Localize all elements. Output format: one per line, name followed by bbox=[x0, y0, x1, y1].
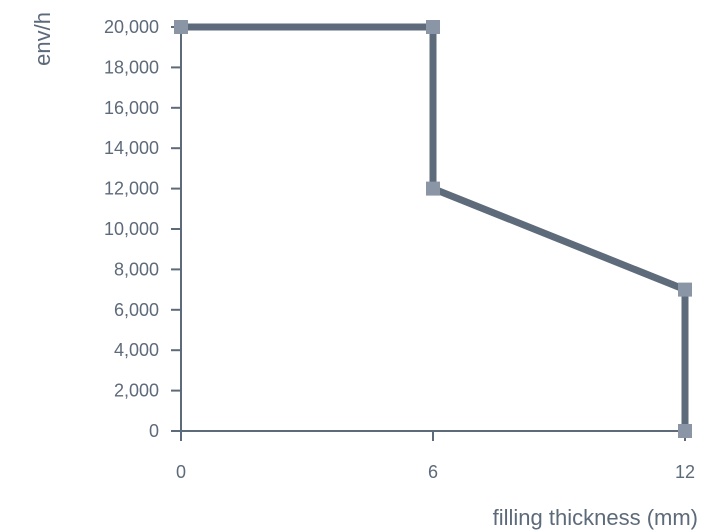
data-point-marker bbox=[174, 20, 188, 34]
x-axis-title: filling thickness (mm) bbox=[493, 505, 698, 530]
x-axis: 0 6 12 bbox=[176, 430, 695, 482]
y-tick-label: 2,000 bbox=[114, 381, 159, 401]
y-tick-label: 16,000 bbox=[104, 98, 159, 118]
x-tick-label: 12 bbox=[675, 462, 695, 482]
series-group bbox=[174, 20, 692, 438]
y-axis-title: env/h bbox=[30, 12, 55, 66]
data-point-marker bbox=[426, 181, 440, 196]
y-tick-label: 18,000 bbox=[104, 57, 159, 77]
y-tick-label: 10,000 bbox=[104, 219, 159, 239]
y-tick-label: 8,000 bbox=[114, 259, 159, 279]
y-axis: 0 2,000 4,000 6,000 8,000 10,000 12,000 14,000 1… bbox=[104, 17, 182, 441]
y-tick-label: 12,000 bbox=[104, 179, 159, 199]
data-point-marker bbox=[678, 282, 692, 297]
series-line bbox=[181, 23, 689, 431]
y-tick-label: 4,000 bbox=[114, 340, 159, 360]
x-tick-label: 6 bbox=[428, 462, 438, 482]
data-point-marker bbox=[426, 20, 440, 34]
data-point-marker bbox=[678, 424, 692, 438]
x-tick-label: 0 bbox=[176, 462, 186, 482]
y-tick-label: 20,000 bbox=[104, 17, 159, 37]
y-tick-label: 0 bbox=[149, 421, 159, 441]
y-tick-label: 6,000 bbox=[114, 300, 159, 320]
y-tick-label: 14,000 bbox=[104, 138, 159, 158]
